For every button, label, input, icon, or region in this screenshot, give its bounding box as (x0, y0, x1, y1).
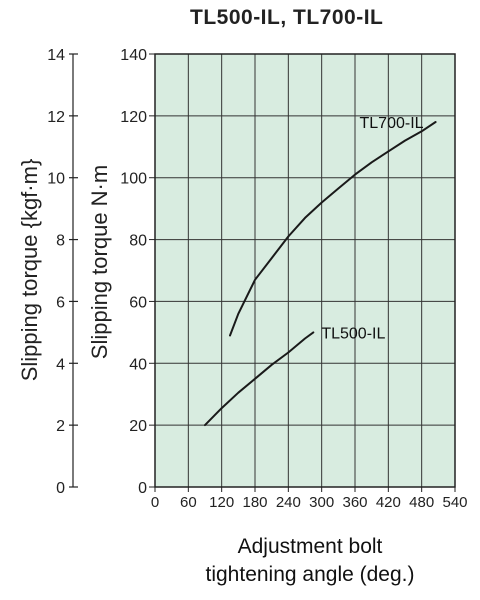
x-axis-label-line-2: tightening angle (deg.) (205, 563, 415, 586)
plot-background (155, 54, 455, 487)
y-tick-label: 140 (120, 47, 147, 64)
y-tick-label: 100 (120, 171, 147, 188)
plot-frame (154, 53, 456, 488)
x-tick-label: 120 (209, 494, 234, 511)
x-tick-label: 0 (151, 494, 159, 511)
x-tick-label: 420 (376, 494, 401, 511)
y-tick-label: 120 (120, 109, 147, 126)
y2-tick-label: 4 (56, 356, 65, 373)
y-tick-label: 80 (129, 233, 147, 250)
y2-tick-label: 8 (56, 233, 65, 250)
chart-title: TL500-IL, TL700-IL (190, 6, 384, 29)
y-tick-label: 20 (129, 418, 147, 435)
y2-tick-label: 10 (47, 171, 65, 188)
y-tick-label: 40 (129, 356, 147, 373)
y2-tick-label: 14 (47, 47, 65, 64)
x-tick-label: 300 (309, 494, 334, 511)
series-label-tl500-il: TL500-IL (321, 325, 385, 342)
x-tick-label: 60 (180, 494, 197, 511)
x-tick-label: 240 (276, 494, 301, 511)
y-tick-label: 60 (129, 294, 147, 311)
x-tick-label: 480 (409, 494, 434, 511)
y2-tick-label: 0 (56, 480, 65, 497)
y2-tick-label: 2 (56, 418, 65, 435)
series-line-tl700-il (229, 121, 437, 337)
y2-tick-label: 12 (47, 109, 65, 126)
x-tick-label: 180 (242, 494, 267, 511)
x-tick-label: 360 (342, 494, 367, 511)
x-axis-label-line-1: Adjustment bolt (237, 535, 383, 558)
x-tick-label: 540 (442, 494, 467, 511)
y-tick-label: 0 (138, 480, 147, 497)
y2-tick-label: 6 (56, 294, 65, 311)
series-label-tl700-il: TL700-IL (360, 115, 424, 132)
series-line-tl500-il (204, 331, 315, 427)
